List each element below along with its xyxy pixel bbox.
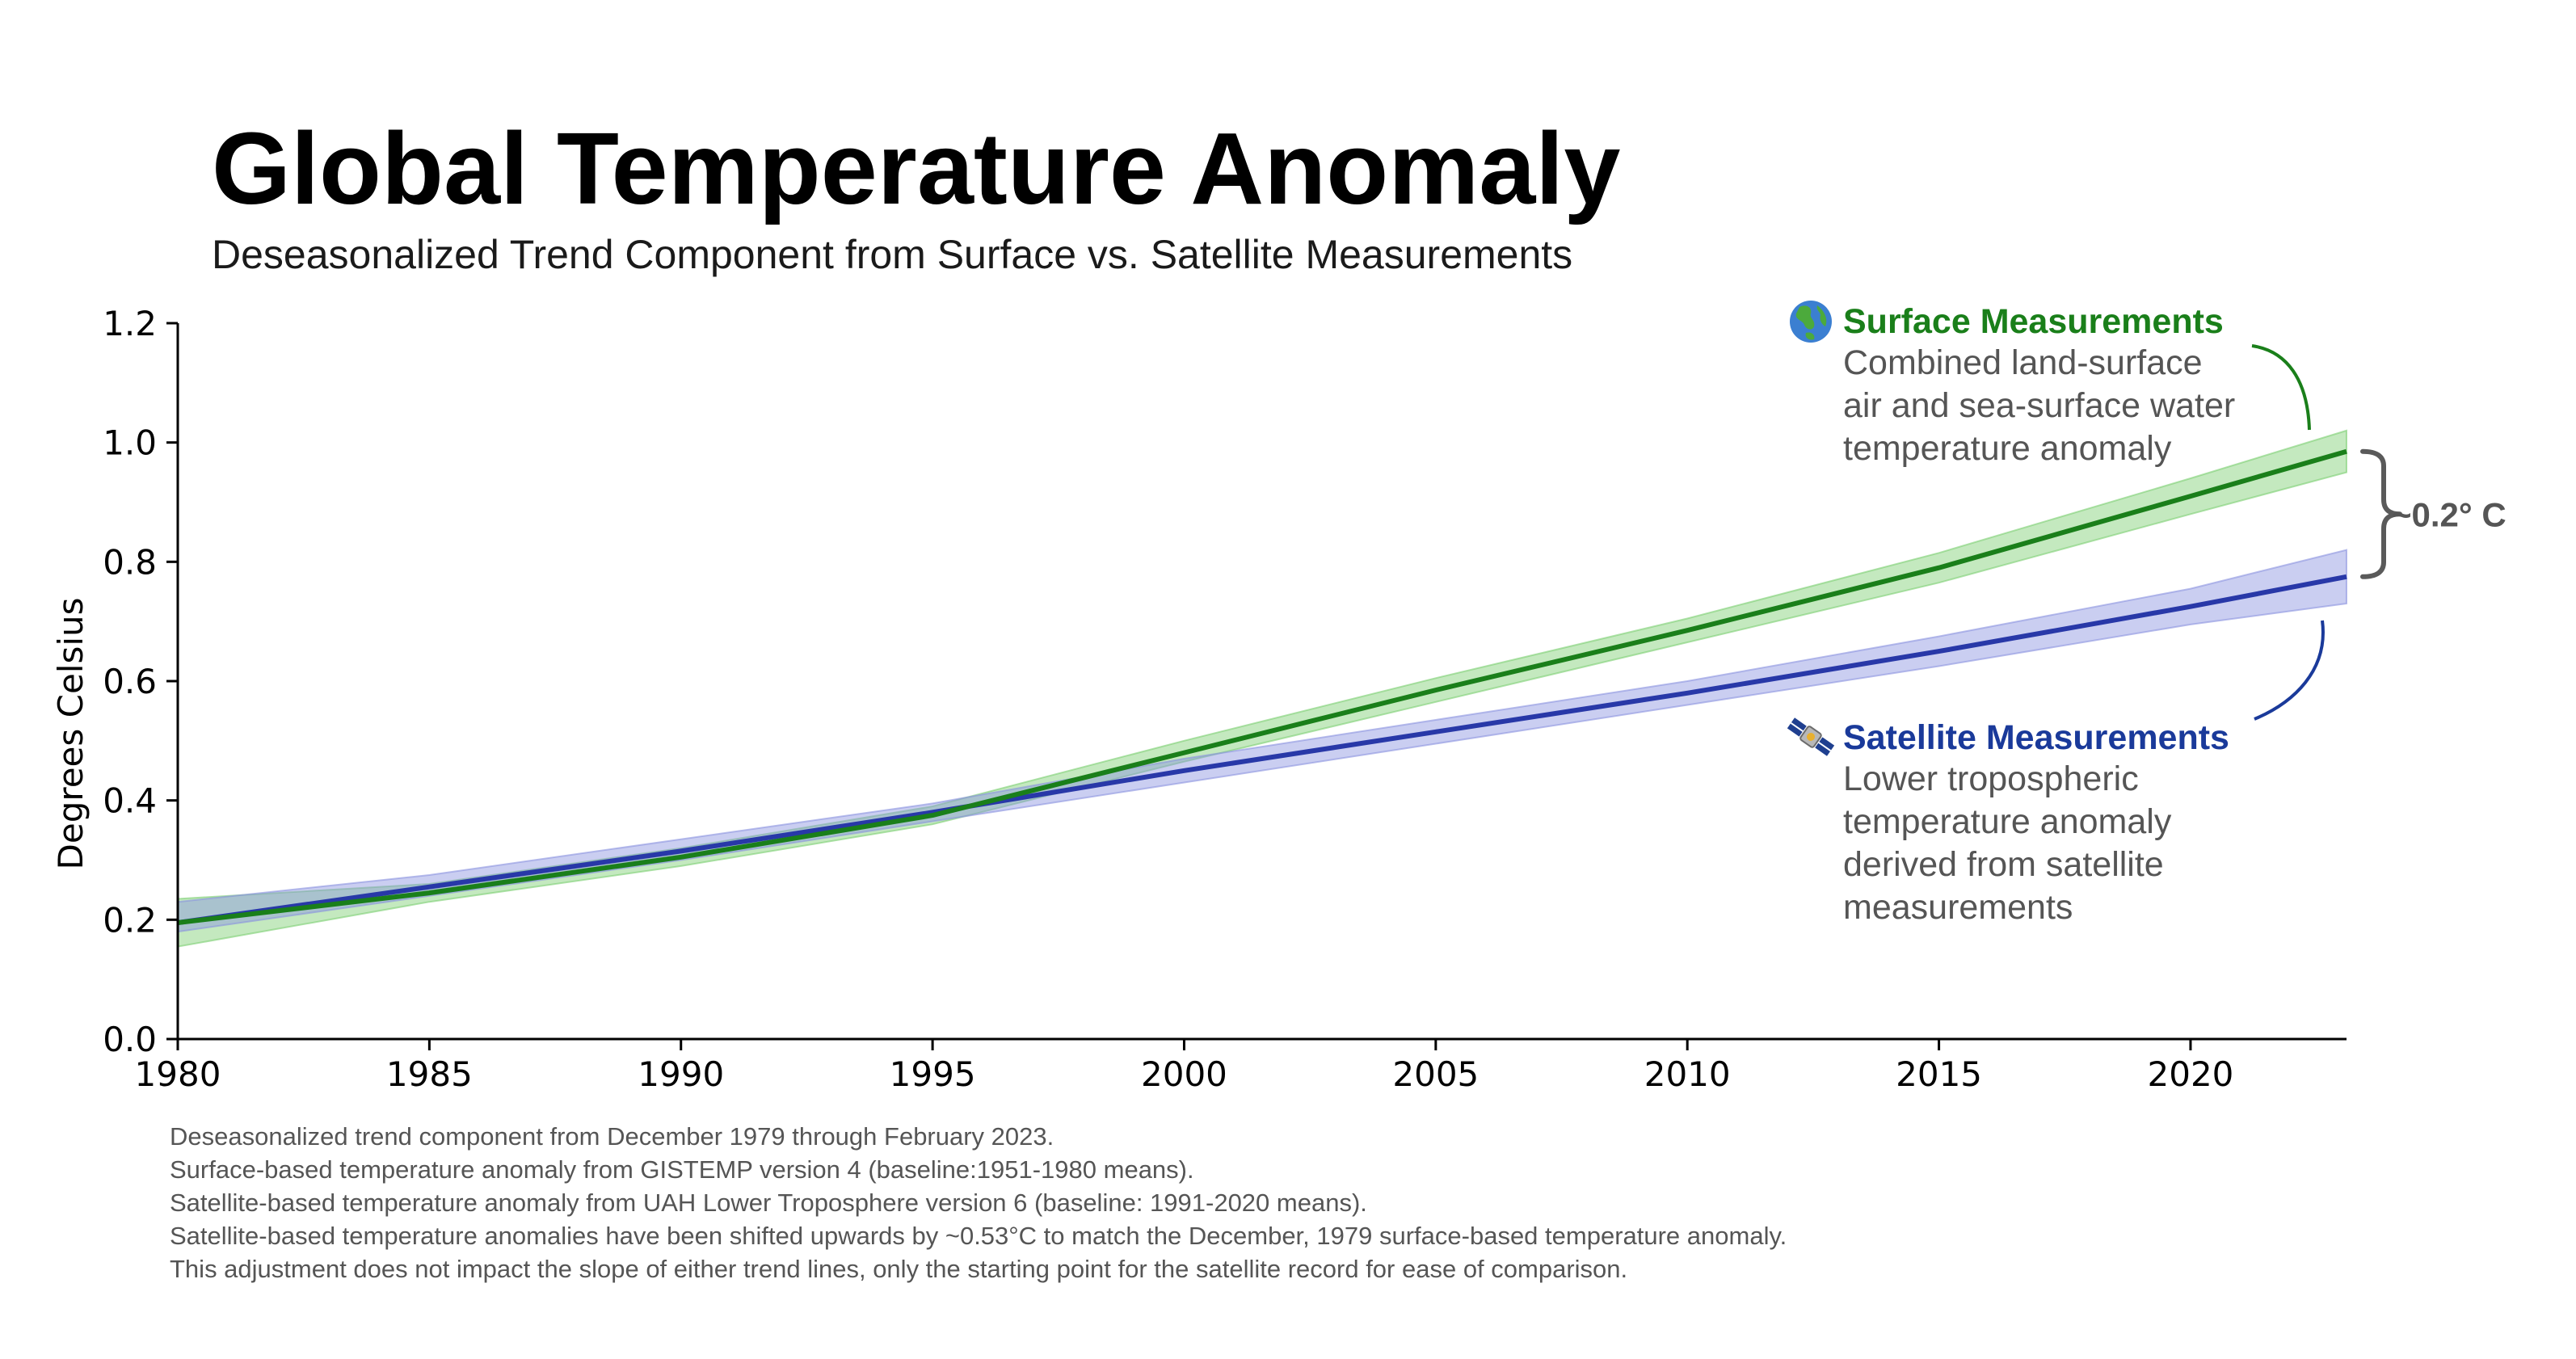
x-tick-label: 2005 — [1392, 1054, 1479, 1094]
surface-trend-line — [177, 448, 2347, 925]
satellite-annotation-title: Satellite Measurements — [1843, 718, 2229, 757]
x-tick-label: 2015 — [1896, 1054, 1982, 1094]
y-tick-label: 0.8 — [103, 542, 157, 582]
footnote-line: Satellite-based temperature anomaly from… — [170, 1189, 1367, 1217]
y-tick-label: 0.0 — [103, 1020, 157, 1059]
surface-annotation: Surface Measurements Combined land-surfa… — [1790, 301, 2311, 468]
satellite-annotation-line: temperature anomaly — [1843, 802, 2172, 841]
y-tick-label: 1.2 — [103, 304, 157, 343]
y-tick-label: 1.0 — [103, 423, 157, 463]
surface-annotation-title: Surface Measurements — [1843, 302, 2224, 341]
chart-title: Global Temperature Anomaly — [212, 111, 1620, 225]
footnote-line: This adjustment does not impact the slop… — [170, 1255, 1627, 1283]
y-tick-label: 0.6 — [103, 662, 157, 701]
y-tick-label: 0.2 — [103, 900, 157, 940]
footnotes: Deseasonalized trend component from Dece… — [170, 1122, 1787, 1283]
satellite-confidence-band — [177, 549, 2347, 933]
earth-globe-icon — [1790, 301, 1832, 343]
difference-label: ~0.2° C — [2392, 495, 2507, 533]
surface-annotation-line: temperature anomaly — [1843, 429, 2172, 468]
x-tick-label: 2010 — [1644, 1054, 1731, 1094]
y-tick-label: 0.4 — [103, 781, 157, 821]
x-tick-label: 1995 — [890, 1054, 976, 1094]
chart-subtitle: Deseasonalized Trend Component from Surf… — [212, 232, 1572, 277]
satellite-annotation-line: derived from satellite — [1843, 845, 2164, 884]
x-tick-label: 1985 — [386, 1054, 473, 1094]
y-axis-label: Degrees Celsius — [51, 598, 90, 870]
satellite-trend-line — [177, 574, 2347, 925]
curly-brace-icon — [2360, 448, 2402, 579]
x-tick-label: 1980 — [135, 1054, 221, 1094]
surface-annotation-line: Combined land-surface — [1843, 343, 2203, 382]
surface-annotation-line: air and sea-surface water — [1843, 386, 2235, 425]
footnote-line: Deseasonalized trend component from Dece… — [170, 1122, 1054, 1151]
plot-area — [177, 429, 2347, 948]
satellite-annotation-line: measurements — [1843, 888, 2073, 927]
x-tick-label: 1990 — [638, 1054, 724, 1094]
satellite-annotation: Satellite Measurements Lower tropospheri… — [1787, 620, 2325, 927]
satellite-annotation-leader — [2254, 620, 2325, 721]
surface-annotation-leader — [2251, 344, 2311, 431]
satellite-icon — [1787, 717, 1835, 756]
footnote-line: Satellite-based temperature anomalies ha… — [170, 1222, 1787, 1250]
x-tick-label: 2020 — [2148, 1054, 2234, 1094]
satellite-annotation-line: Lower tropospheric — [1843, 759, 2139, 798]
x-tick-label: 2000 — [1141, 1054, 1227, 1094]
axes: 0.0 0.2 0.4 0.6 0.8 1.0 1.2 1980 1985 1990 1995 200… — [103, 304, 2347, 1094]
difference-bracket: ~0.2° C — [2360, 448, 2507, 579]
footnote-line: Surface-based temperature anomaly from G… — [170, 1155, 1194, 1184]
